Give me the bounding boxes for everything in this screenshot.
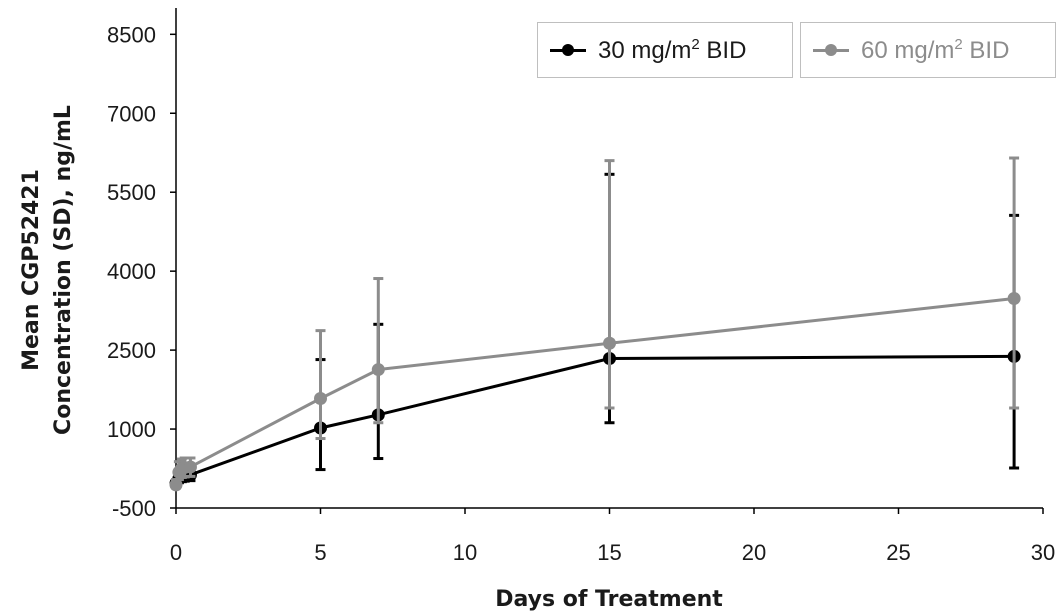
y-tick-label: 1000 bbox=[107, 417, 156, 442]
x-tick-label: 5 bbox=[314, 540, 326, 565]
x-tick-label: 15 bbox=[597, 540, 621, 565]
legend-label-60mg: 60 mg/m2 BID bbox=[861, 35, 1010, 64]
y-tick-label: 4000 bbox=[107, 259, 156, 284]
data-point bbox=[603, 336, 616, 350]
plot-area bbox=[169, 156, 1021, 492]
legend-marker-60mg bbox=[813, 40, 849, 60]
y-tick-label: 5500 bbox=[107, 180, 156, 205]
legend-label-30mg: 30 mg/m2 BID bbox=[598, 35, 747, 64]
legend-item-60mg: 60 mg/m2 BID bbox=[800, 22, 1056, 78]
y-tick-label: 2500 bbox=[107, 338, 156, 363]
series-0 bbox=[169, 172, 1021, 490]
series-line bbox=[174, 354, 1015, 485]
data-point bbox=[371, 363, 385, 377]
x-tick-label: 25 bbox=[886, 540, 910, 565]
series-line bbox=[174, 297, 1015, 486]
y-tick-label: 8500 bbox=[107, 22, 156, 47]
series-1 bbox=[169, 156, 1021, 492]
y-tick-label: -500 bbox=[112, 496, 156, 521]
y-axis-title-line-1: Mean CGP52421 bbox=[19, 169, 44, 371]
axes: -500 1000 2500 4000 5500 7000 8500 0 5 10 15 20 25 30 bbox=[107, 8, 1055, 565]
x-axis-title: Days of Treatment bbox=[495, 587, 723, 612]
data-point bbox=[183, 460, 197, 474]
y-axis-title: Mean CGP52421 Concentration (SD), ng/mL bbox=[19, 105, 76, 435]
data-point bbox=[169, 478, 183, 492]
legend-item-30mg: 30 mg/m2 BID bbox=[537, 22, 793, 78]
data-point bbox=[314, 392, 327, 406]
data-point bbox=[1007, 292, 1021, 306]
x-tick-label: 0 bbox=[170, 540, 182, 565]
x-tick-label: 10 bbox=[453, 540, 477, 565]
legend-marker-30mg bbox=[550, 40, 586, 60]
y-axis-title-line-2: Concentration (SD), ng/mL bbox=[51, 105, 76, 435]
y-tick-label: 7000 bbox=[107, 101, 156, 126]
x-tick-label: 20 bbox=[742, 540, 766, 565]
x-tick-label: 30 bbox=[1031, 540, 1055, 565]
